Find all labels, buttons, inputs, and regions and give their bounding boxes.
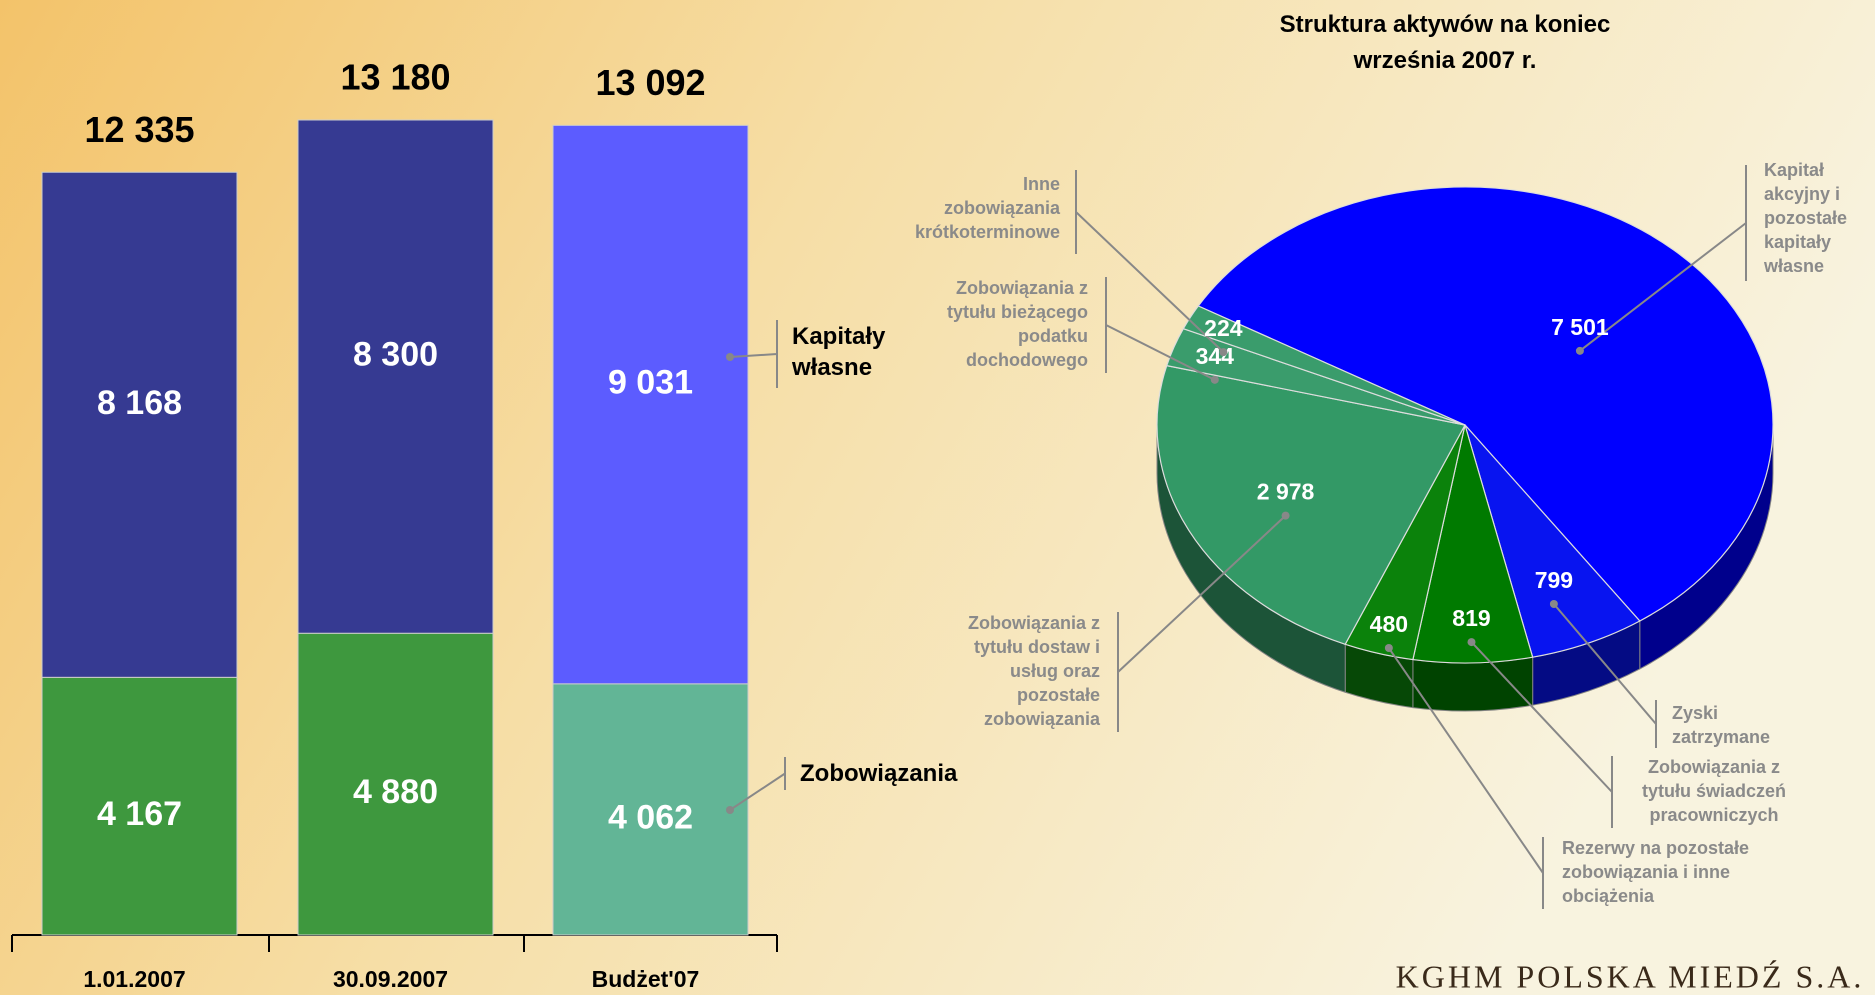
bar-segment xyxy=(552,683,749,936)
slice-value-label: 344 xyxy=(1196,343,1235,369)
pie-slice xyxy=(1182,305,1466,426)
bar-segment xyxy=(297,119,494,634)
slice-label: Inne zobowiązania krótkoterminowe xyxy=(915,174,1061,242)
bar-segment xyxy=(41,676,238,936)
label-leader xyxy=(1553,603,1657,748)
segment-label: 8 168 xyxy=(97,384,182,422)
segment-label: 4 062 xyxy=(608,798,693,836)
pie-title: Struktura aktywów na koniec września 2007… xyxy=(1280,11,1611,74)
segment-label: 8 300 xyxy=(353,336,438,374)
slice-value-label: 799 xyxy=(1535,567,1573,593)
leader-dot xyxy=(1549,599,1558,608)
leader-dot xyxy=(1467,638,1476,647)
legend-label: Kapitały własne xyxy=(791,323,886,381)
leader-dot xyxy=(1281,511,1290,520)
bar-segment xyxy=(297,632,494,936)
slice-label: Zobowiązania z tytułu dostaw i usług oraz p… xyxy=(968,613,1101,729)
leader-dot xyxy=(1210,375,1219,384)
slice-label: Zyski zatrzymane xyxy=(1672,703,1770,747)
label-leader xyxy=(1388,647,1544,909)
slice-value-label: 224 xyxy=(1204,315,1243,341)
legend-label: Zobowiązania xyxy=(800,760,958,787)
leader-dot xyxy=(1384,644,1393,653)
x-tick-label: 30.09.2007 xyxy=(333,966,448,992)
total-label: 13 092 xyxy=(595,62,705,103)
bar-segment xyxy=(552,124,749,685)
x-tick-label: 1.01.2007 xyxy=(83,966,185,992)
label-leader xyxy=(1579,165,1747,352)
label-leader xyxy=(1470,641,1613,828)
legend-dot xyxy=(726,353,734,361)
pie-side xyxy=(1412,656,1534,712)
footer-logo: KGHM POLSKA MIEDŹ S.A. xyxy=(1396,958,1865,994)
segment-label: 4 880 xyxy=(353,773,438,811)
leader-dot xyxy=(1219,348,1228,357)
total-label: 13 180 xyxy=(340,57,450,98)
total-label: 12 335 xyxy=(84,109,194,150)
label-leader xyxy=(1075,170,1225,353)
x-tick-label: Budżet'07 xyxy=(592,966,700,992)
legend-leader xyxy=(729,757,786,811)
label-leader xyxy=(1117,514,1287,732)
slice-value-label: 2 978 xyxy=(1257,479,1315,505)
leader-dot xyxy=(1575,346,1584,355)
label-leader xyxy=(1105,277,1216,381)
slice-value-label: 819 xyxy=(1452,605,1490,631)
slice-label: Kapitał akcyjny i pozostałe kapitały własne xyxy=(1763,160,1847,276)
pie-slice xyxy=(1412,424,1534,664)
slice-value-label: 7 501 xyxy=(1551,314,1609,340)
pie-slice xyxy=(1156,364,1466,645)
legend-leader xyxy=(729,320,778,388)
segment-label: 4 167 xyxy=(97,795,182,833)
slice-label: Rezerwy na pozostałe zobowiązania i inne o… xyxy=(1562,838,1749,906)
slice-value-label: 480 xyxy=(1370,611,1408,637)
segment-label: 9 031 xyxy=(608,364,693,402)
bar-segment xyxy=(41,171,238,678)
legend-dot xyxy=(726,806,734,814)
slice-label: Zobowiązania z tytułu świadczeń pracownicz… xyxy=(1642,757,1786,825)
pie-slice xyxy=(1464,424,1641,658)
slice-label: Zobowiązania z tytułu bieżącego podatku doc… xyxy=(947,278,1088,370)
pie-slice xyxy=(1197,186,1774,622)
